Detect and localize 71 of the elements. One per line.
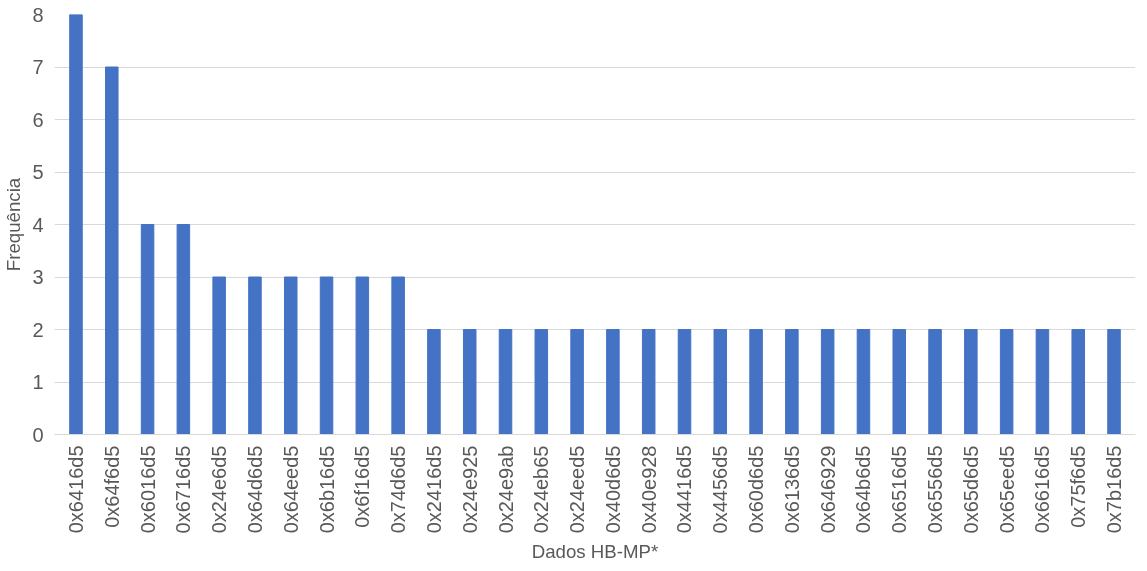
- x-tick-label: 0x6f16d5: [351, 445, 374, 528]
- x-tick-label: 0x24e6d5: [208, 445, 231, 534]
- bar: [69, 14, 83, 435]
- bar: [1107, 329, 1121, 435]
- x-tick-label: 0x6016d5: [136, 445, 159, 534]
- bar: [212, 276, 226, 435]
- x-tick-label: 0x6516d5: [888, 445, 911, 534]
- x-tick-label: 0x24e9ab: [494, 445, 517, 534]
- y-tick-label: 0: [32, 423, 44, 446]
- x-tick-label: 0x24eed5: [566, 445, 589, 534]
- x-tick-label: 0x6416d5: [64, 445, 87, 534]
- bar: [856, 329, 871, 435]
- bar: [105, 66, 119, 435]
- x-tick-label: 0x24eb65: [530, 445, 553, 534]
- bar: [641, 329, 656, 435]
- bar: [677, 329, 692, 435]
- x-axis-title: Dados HB-MP*: [531, 541, 659, 563]
- x-tick-label: 0x4416d5: [673, 445, 696, 534]
- bar: [606, 329, 620, 435]
- y-tick-label: 2: [32, 318, 44, 341]
- bar: [892, 329, 907, 435]
- x-tick-label: 0x75f6d5: [1067, 445, 1090, 528]
- y-axis-title: Frequência: [3, 177, 25, 272]
- x-tick-label: 0x6b16d5: [315, 445, 338, 534]
- y-tick-label: 8: [32, 3, 44, 26]
- bar: [319, 276, 334, 435]
- x-tick-label: 0x24e925: [458, 445, 481, 534]
- bar: [964, 329, 978, 435]
- bar: [462, 329, 477, 435]
- bar: [749, 329, 763, 435]
- x-tick-label: 0x64eed5: [279, 445, 302, 534]
- x-tick-label: 0x2416d5: [422, 445, 445, 534]
- x-tick-label: 0x74d6d5: [387, 445, 410, 534]
- y-tick-label: 1: [32, 371, 44, 393]
- bar: [140, 224, 155, 435]
- bar: [570, 329, 584, 435]
- x-tick-label: 0x6556d5: [924, 445, 947, 534]
- x-tick-label: 0x40e928: [637, 445, 660, 534]
- x-tick-label: 0x64d6d5: [243, 445, 266, 534]
- bar: [928, 329, 942, 435]
- x-tick-label: 0x40d6d5: [601, 445, 624, 534]
- x-tick-label: 0x4456d5: [709, 445, 732, 534]
- bar: [427, 329, 441, 435]
- x-tick-label: 0x646929: [816, 445, 839, 534]
- x-tick-label: 0x65d6d5: [959, 445, 982, 534]
- x-tick-label: 0x6716d5: [172, 445, 195, 534]
- bar: [498, 329, 513, 435]
- x-tick-label: 0x6616d5: [1031, 445, 1054, 534]
- x-tick-label: 0x6136d5: [780, 445, 803, 534]
- bar: [391, 276, 405, 435]
- bar: [1071, 329, 1085, 435]
- x-tick-label: 0x65eed5: [995, 445, 1018, 534]
- bar: [176, 224, 191, 435]
- y-tick-label: 6: [32, 108, 44, 131]
- y-tick-label: 7: [32, 56, 44, 78]
- bar: [785, 329, 799, 435]
- x-tick-label: 0x7b16d5: [1103, 445, 1126, 534]
- bar: [999, 329, 1014, 435]
- bar: [248, 276, 262, 435]
- y-tick-label: 4: [32, 213, 44, 236]
- bar: [534, 329, 549, 435]
- bar: [713, 329, 728, 435]
- bar: [1035, 329, 1050, 435]
- y-tick-label: 3: [32, 266, 44, 288]
- x-tick-label: 0x60d6d5: [745, 445, 768, 534]
- bar: [820, 329, 835, 435]
- x-tick-label: 0x64b6d5: [852, 445, 875, 534]
- y-tick-label: 5: [32, 161, 44, 183]
- x-tick-label: 0x64f6d5: [100, 445, 123, 528]
- bar: [283, 276, 298, 435]
- bar: [355, 276, 370, 435]
